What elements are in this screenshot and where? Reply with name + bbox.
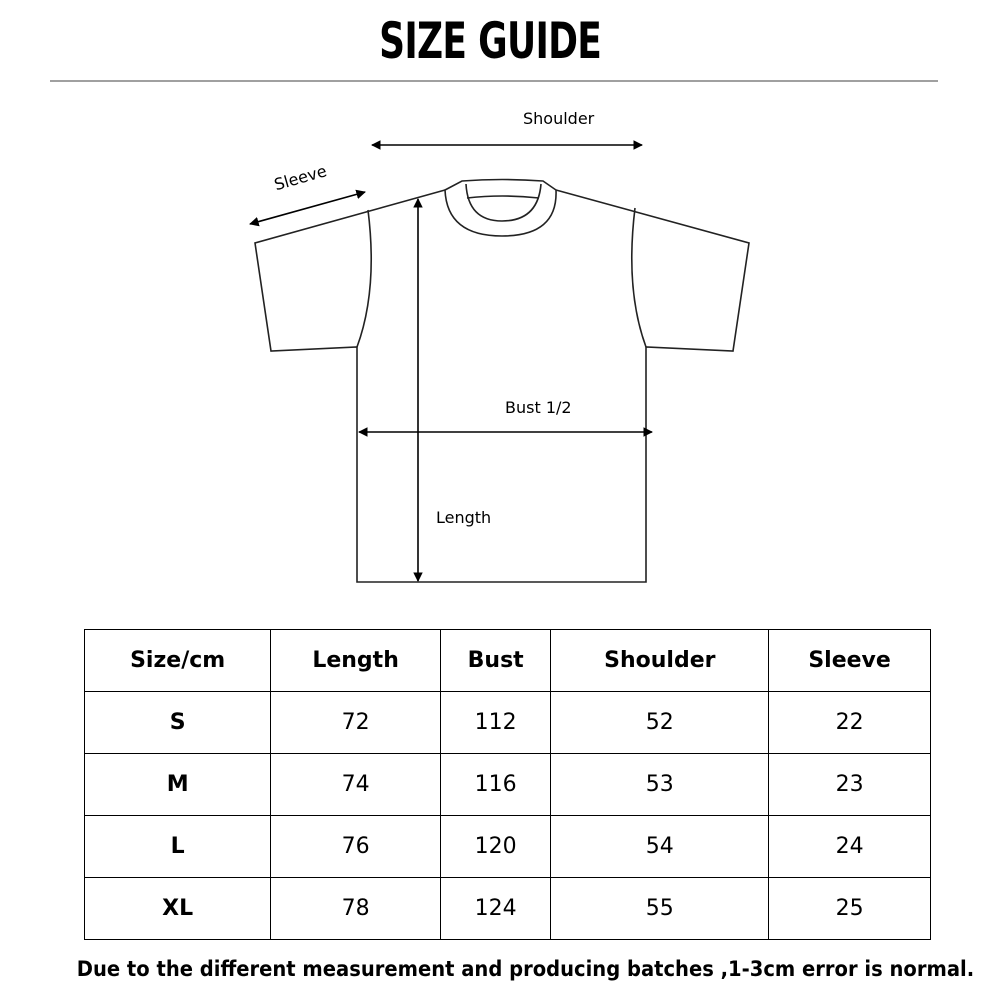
- cell-sleeve: 22: [768, 691, 931, 754]
- cell-length: 76: [270, 815, 441, 878]
- sleeve-arrow: [249, 189, 366, 227]
- cell-bust: 112: [439, 691, 552, 754]
- cell-sleeve: 24: [768, 815, 931, 878]
- cell-size: L: [83, 815, 272, 878]
- cell-length: 74: [270, 753, 441, 816]
- table-header-row: Size/cm Length Bust Shoulder Sleeve: [83, 629, 931, 692]
- size-table: Size/cm Length Bust Shoulder Sleeve S 72…: [83, 629, 931, 940]
- header-sleeve: Sleeve: [768, 629, 931, 692]
- header-shoulder: Shoulder: [550, 629, 770, 692]
- table-row: M 74 116 53 23: [83, 753, 931, 816]
- cell-shoulder: 52: [550, 691, 770, 754]
- cell-bust: 124: [439, 877, 552, 940]
- header-size: Size/cm: [83, 629, 272, 692]
- divider: [50, 80, 938, 82]
- cell-sleeve: 25: [768, 877, 931, 940]
- table-row: S 72 112 52 22: [83, 691, 931, 754]
- page-title: SIZE GUIDE: [0, 12, 980, 70]
- tshirt-outline: [254, 178, 750, 583]
- title-text: SIZE GUIDE: [378, 12, 602, 70]
- header-bust: Bust: [439, 629, 552, 692]
- shoulder-label: Shoulder: [523, 109, 595, 128]
- cell-bust: 120: [439, 815, 552, 878]
- table-row: L 76 120 54 24: [83, 815, 931, 878]
- cell-size: XL: [83, 877, 272, 940]
- cell-shoulder: 55: [550, 877, 770, 940]
- header-length: Length: [270, 629, 441, 692]
- cell-size: S: [83, 691, 272, 754]
- tshirt-diagram: [249, 140, 750, 583]
- bust-label: Bust 1/2: [505, 398, 572, 417]
- note-text: Due to the different measurement and pro…: [76, 957, 974, 981]
- table-row: XL 78 124 55 25: [83, 877, 931, 940]
- cell-sleeve: 23: [768, 753, 931, 816]
- length-label: Length: [436, 508, 492, 527]
- cell-bust: 116: [439, 753, 552, 816]
- measurement-note: Due to the different measurement and pro…: [0, 957, 1000, 981]
- cell-length: 72: [270, 691, 441, 754]
- cell-shoulder: 53: [550, 753, 770, 816]
- cell-length: 78: [270, 877, 441, 940]
- cell-shoulder: 54: [550, 815, 770, 878]
- cell-size: M: [83, 753, 272, 816]
